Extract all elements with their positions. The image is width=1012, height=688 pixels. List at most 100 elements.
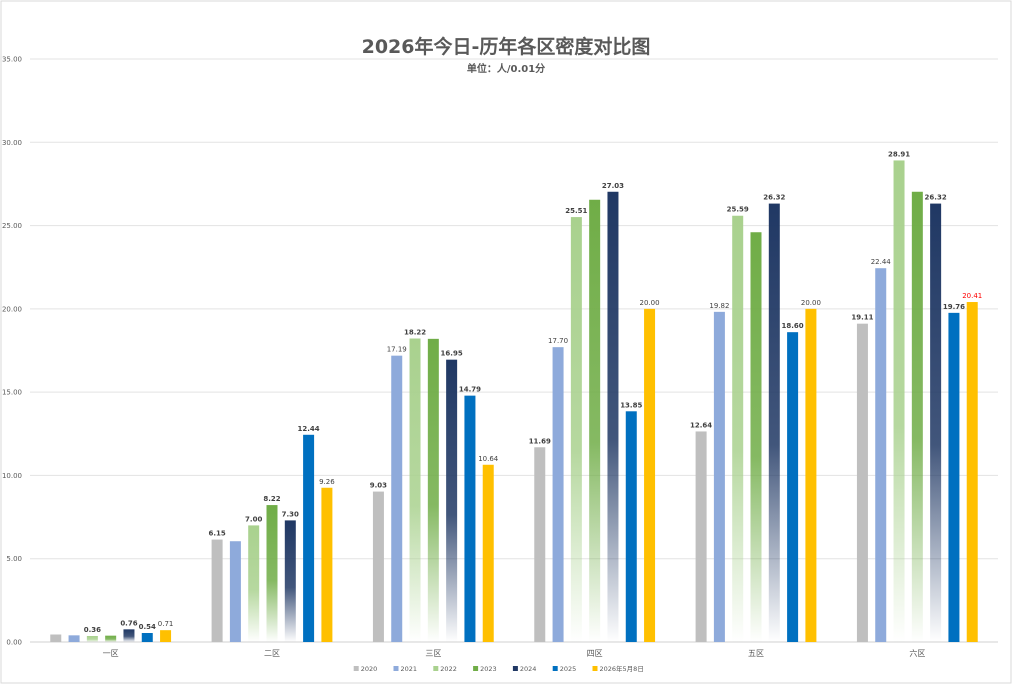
data-label: 18.22	[404, 329, 426, 337]
y-tick-label: 30.00	[2, 139, 22, 147]
bar	[893, 160, 905, 642]
legend-swatch	[353, 666, 359, 671]
data-label: 7.00	[245, 515, 262, 523]
data-label: 17.70	[548, 337, 568, 345]
bar	[948, 312, 960, 642]
data-label: 0.36	[84, 626, 101, 634]
data-label: 17.19	[387, 346, 407, 354]
legend-entry[interactable]: 2025	[560, 665, 577, 673]
y-tick-label: 0.00	[6, 639, 22, 647]
bar	[856, 323, 868, 642]
bar	[427, 338, 439, 642]
data-label: 16.95	[441, 350, 463, 358]
legend-entry[interactable]: 2021	[401, 665, 418, 673]
y-tick-label: 20.00	[2, 305, 22, 313]
bar	[911, 191, 923, 642]
legend-entry[interactable]: 2026年5月8日	[600, 664, 644, 673]
y-tick-label: 35.00	[2, 56, 22, 64]
bar	[695, 431, 707, 642]
bar	[930, 203, 942, 643]
bar	[625, 411, 637, 642]
legend-entry[interactable]: 2023	[480, 665, 497, 673]
x-tick-label: 六区	[909, 648, 925, 658]
bar	[321, 487, 333, 642]
bar	[141, 633, 153, 642]
data-label: 19.76	[943, 303, 965, 311]
bar	[266, 505, 278, 642]
bar	[570, 217, 582, 642]
bar	[966, 302, 978, 642]
data-label: 26.32	[763, 194, 785, 202]
legend-swatch	[393, 666, 399, 671]
legend-entry[interactable]: 2022	[440, 665, 457, 673]
data-label: 0.71	[158, 620, 174, 628]
bar	[732, 215, 744, 642]
bar	[482, 464, 494, 642]
data-label: 8.22	[263, 495, 280, 503]
data-label: 9.03	[370, 482, 387, 490]
bar	[552, 347, 564, 642]
bar	[607, 191, 619, 642]
legend-entry[interactable]: 2020	[361, 665, 378, 673]
bar	[68, 635, 80, 642]
data-label: 18.60	[782, 322, 804, 330]
chart-subtitle: 单位：人/0.01分	[467, 62, 545, 75]
data-label: 7.30	[282, 510, 299, 518]
data-label: 0.76	[120, 619, 137, 627]
bar	[409, 338, 421, 642]
chart-title: 2026年今日-历年各区密度对比图	[362, 35, 651, 58]
data-label: 25.59	[727, 206, 749, 214]
legend[interactable]: 2020 2021 2022 2023 2024 2025 2026年5月8日	[353, 664, 644, 673]
data-label: 22.44	[871, 258, 892, 266]
gridlines	[30, 58, 998, 643]
bar	[284, 520, 296, 642]
data-label: 20.41	[962, 292, 982, 300]
data-label: 6.15	[208, 530, 225, 538]
bar	[105, 635, 117, 642]
bar	[875, 268, 887, 642]
data-label: 28.91	[888, 150, 910, 158]
data-label: 9.26	[319, 478, 335, 486]
x-tick-label: 一区	[103, 649, 119, 658]
data-labels: 0.36 0.76 0.54 0.71 6.15 7.00 8.227.30 12.44 9.2…	[84, 150, 983, 634]
legend-swatch	[552, 666, 558, 671]
x-tick-label: 四区	[587, 649, 603, 658]
bar	[211, 539, 223, 642]
x-tick-label: 三区	[425, 649, 441, 658]
data-label: 13.85	[620, 401, 642, 409]
y-tick-label: 10.00	[2, 472, 22, 480]
data-label: 12.64	[690, 421, 712, 429]
bar	[644, 308, 656, 642]
data-label: 19.82	[709, 302, 729, 310]
data-label: 27.03	[602, 182, 624, 190]
y-axis-ticks: 0.00 5.00 10.00 15.00 20.00 25.00 30.00 35.00	[2, 56, 22, 647]
legend-entry[interactable]: 2024	[520, 665, 537, 673]
data-label: 20.00	[801, 299, 821, 307]
bar	[248, 525, 260, 642]
y-tick-label: 5.00	[6, 555, 22, 563]
data-label: 19.11	[851, 314, 873, 322]
legend-swatch	[592, 666, 598, 671]
data-label: 11.69	[529, 437, 551, 445]
data-label: 14.79	[459, 386, 481, 394]
data-label: 20.00	[640, 299, 660, 307]
bar	[160, 630, 172, 642]
data-label: 12.44	[298, 425, 320, 433]
y-tick-label: 25.00	[2, 222, 22, 230]
bar	[805, 308, 817, 642]
bar	[464, 395, 476, 642]
bar	[50, 634, 62, 642]
bar	[534, 447, 546, 642]
legend-swatch	[473, 666, 479, 671]
x-tick-label: 五区	[748, 649, 764, 658]
bar	[229, 541, 241, 642]
bar	[787, 332, 799, 642]
data-label: 10.64	[478, 455, 499, 463]
bar	[750, 232, 762, 642]
bars	[50, 160, 978, 643]
bar	[589, 199, 601, 642]
bar	[86, 636, 98, 642]
legend-swatch	[512, 666, 518, 671]
